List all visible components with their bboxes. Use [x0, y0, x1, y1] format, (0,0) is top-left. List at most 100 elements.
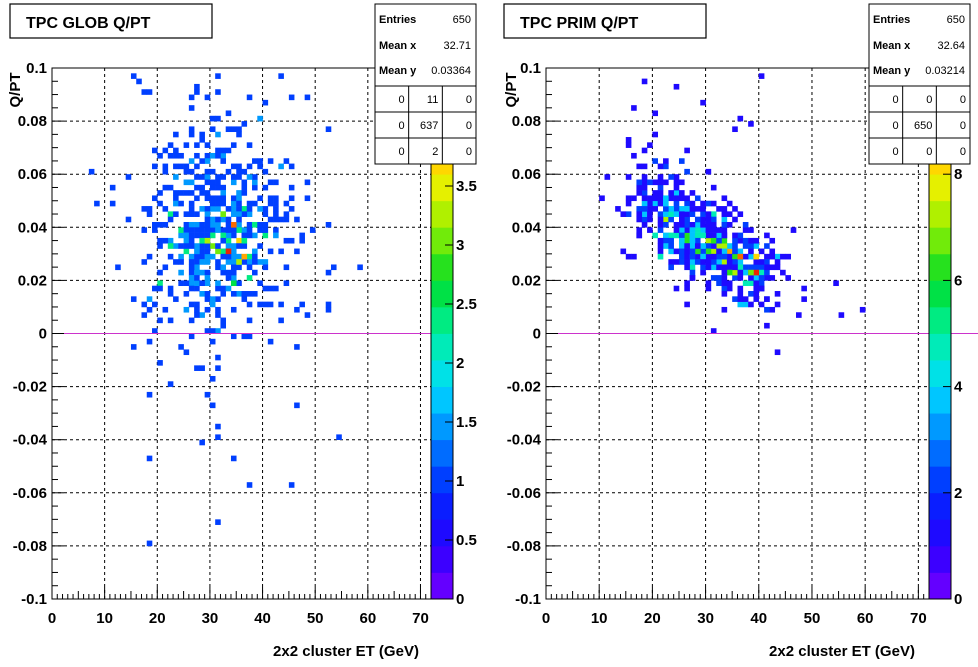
- histogram-cell: [178, 280, 184, 287]
- histogram-cell: [732, 216, 738, 223]
- histogram-cell: [267, 179, 274, 186]
- histogram-cell: [194, 152, 200, 159]
- histogram-cell: [764, 264, 770, 271]
- histogram-cell: [721, 195, 728, 202]
- histogram-cell: [204, 190, 211, 196]
- histogram-cell: [215, 280, 221, 287]
- histogram-cell: [215, 264, 221, 271]
- histogram-cell: [236, 291, 242, 297]
- histogram-cell: [215, 434, 221, 440]
- histogram-cell: [236, 264, 242, 271]
- histogram-cell: [710, 200, 717, 207]
- histogram-cell: [325, 126, 332, 133]
- histogram-cell: [204, 152, 211, 159]
- histogram-cell: [726, 248, 733, 255]
- histogram-cells: [599, 73, 866, 356]
- histogram-cell: [125, 216, 132, 223]
- palette-band: [431, 519, 453, 547]
- histogram-cell: [167, 152, 174, 159]
- histogram-cell: [257, 206, 263, 212]
- histogram-cell: [273, 179, 279, 186]
- histogram-cell: [636, 227, 643, 233]
- histogram-cell: [209, 402, 216, 409]
- histogram-cell: [748, 291, 754, 297]
- histogram-cell: [631, 195, 637, 202]
- histogram-cell: [700, 259, 706, 265]
- histogram-cell: [657, 195, 664, 202]
- x-tick-label: 40: [254, 610, 271, 627]
- histogram-cell: [209, 338, 216, 345]
- histogram-cell: [753, 291, 760, 297]
- histogram-cell: [199, 253, 205, 260]
- histogram-cell: [199, 131, 205, 138]
- palette-band: [431, 306, 453, 334]
- histogram-cell: [236, 206, 242, 212]
- histogram-cell: [236, 200, 242, 207]
- histogram-cell: [246, 275, 253, 281]
- histogram-cell: [262, 232, 269, 239]
- histogram-cell: [257, 195, 263, 202]
- histogram-cell: [278, 301, 284, 308]
- histogram-cell: [721, 280, 728, 287]
- histogram-cell: [188, 131, 195, 138]
- histogram-cell: [246, 221, 253, 228]
- x-tick-label: 60: [359, 610, 376, 627]
- histogram-cell: [721, 306, 728, 313]
- palette-band: [431, 386, 453, 414]
- histogram-cell: [732, 206, 738, 212]
- histogram-cell: [236, 216, 242, 223]
- histogram-cell: [152, 285, 158, 292]
- histogram-cell: [230, 174, 237, 180]
- histogram-cell: [278, 317, 284, 324]
- histogram-cell: [801, 285, 807, 292]
- histogram-cell: [209, 243, 216, 249]
- histogram-cell: [673, 211, 680, 217]
- histogram-cell: [668, 211, 674, 217]
- histogram-cell: [236, 280, 242, 287]
- histogram-cell: [636, 206, 643, 212]
- histogram-cell: [689, 243, 696, 249]
- histogram-cell: [157, 190, 163, 196]
- palette-tick-label: 4: [954, 379, 963, 396]
- histogram-cell: [641, 211, 648, 217]
- histogram-cell: [183, 221, 190, 228]
- y-tick-label: 0: [533, 326, 541, 343]
- histogram-cell: [241, 259, 248, 265]
- histogram-cell: [230, 195, 237, 202]
- histogram-cell: [173, 243, 179, 249]
- histogram-cell: [753, 253, 760, 260]
- histogram-cell: [146, 206, 153, 212]
- stats-grid-cell: 0: [466, 94, 472, 106]
- histogram-cell: [194, 232, 200, 239]
- histogram-cell: [178, 200, 184, 207]
- histogram-cell: [288, 184, 295, 191]
- histogram-cell: [737, 259, 744, 265]
- histogram-cell: [785, 253, 791, 260]
- histogram-cell: [204, 179, 211, 186]
- histogram-cell: [236, 190, 242, 196]
- histogram-cell: [748, 264, 754, 271]
- palette-tick-label: 2: [954, 485, 962, 502]
- histogram-cell: [241, 237, 248, 244]
- histogram-cell: [732, 243, 738, 249]
- histogram-cell: [678, 221, 685, 228]
- stats-value: 650: [947, 14, 965, 26]
- histogram-cell: [246, 301, 253, 308]
- histogram-cell: [252, 232, 258, 239]
- histogram-cell: [225, 221, 232, 228]
- histogram-cell: [252, 248, 258, 255]
- y-tick-label: 0.06: [18, 166, 47, 183]
- histogram-cell: [241, 333, 248, 340]
- histogram-cell: [764, 322, 770, 329]
- stats-grid-cell: 0: [466, 120, 472, 132]
- histogram-cell: [225, 126, 232, 133]
- histogram-cell: [668, 248, 674, 255]
- histogram-cell: [753, 237, 760, 244]
- histogram-cell: [705, 253, 712, 260]
- histogram-cell: [647, 179, 653, 186]
- palette-band: [431, 200, 453, 228]
- histogram-cell: [162, 306, 169, 313]
- histogram-cell: [209, 195, 216, 202]
- histogram-cell: [230, 333, 237, 340]
- histogram-cell: [737, 232, 744, 239]
